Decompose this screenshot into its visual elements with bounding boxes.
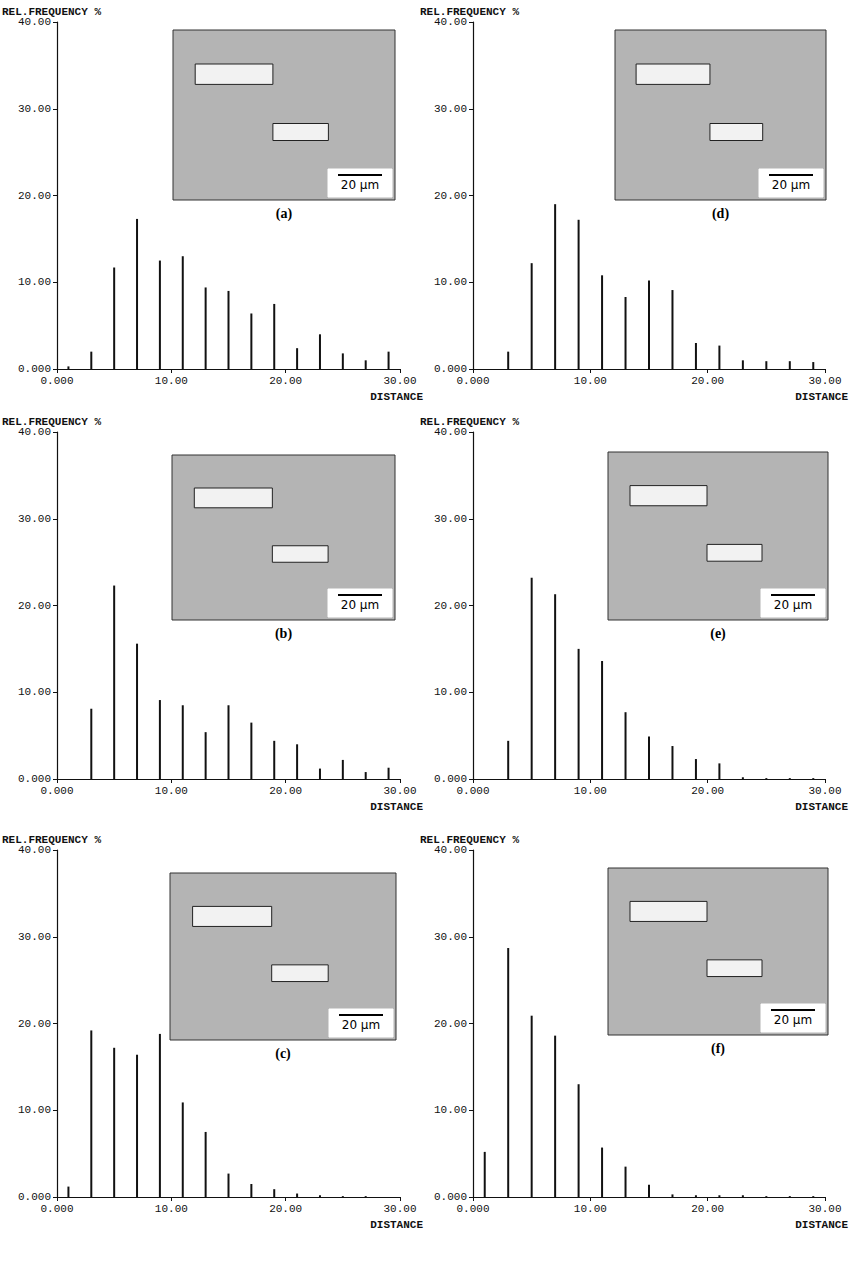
svg-text:40.00: 40.00 [434,16,467,28]
svg-text:30.00: 30.00 [18,513,51,525]
svg-text:DISTANCE: DISTANCE [370,801,423,813]
svg-text:30.00: 30.00 [434,513,467,525]
svg-text:DISTANCE: DISTANCE [795,391,848,403]
svg-text:30.00: 30.00 [434,931,467,943]
svg-text:0.000: 0.000 [456,1203,489,1215]
svg-text:30.00: 30.00 [808,1203,841,1215]
svg-text:30.00: 30.00 [808,785,841,797]
svg-text:(a): (a) [276,206,293,222]
svg-text:10.00: 10.00 [434,276,467,288]
svg-text:20.00: 20.00 [269,375,302,387]
svg-text:0.000: 0.000 [434,773,467,785]
svg-text:DISTANCE: DISTANCE [795,801,848,813]
svg-text:10.00: 10.00 [18,276,51,288]
svg-text:20.00: 20.00 [434,190,467,202]
svg-text:10.00: 10.00 [434,686,467,698]
svg-text:30.00: 30.00 [383,785,416,797]
svg-text:20.00: 20.00 [18,1018,51,1030]
svg-text:(d): (d) [712,206,729,222]
svg-text:10.00: 10.00 [155,375,188,387]
svg-text:10.00: 10.00 [155,785,188,797]
svg-text:REL.FREQUENCY %: REL.FREQUENCY % [2,416,101,428]
svg-text:10.00: 10.00 [18,686,51,698]
svg-text:DISTANCE: DISTANCE [370,391,423,403]
svg-text:10.00: 10.00 [574,785,607,797]
svg-text:0.000: 0.000 [40,785,73,797]
svg-text:20.00: 20.00 [691,375,724,387]
svg-text:0.000: 0.000 [18,1191,51,1203]
svg-text:40.00: 40.00 [18,844,51,856]
svg-text:30.00: 30.00 [383,375,416,387]
svg-text:(f): (f) [711,1041,725,1057]
svg-text:DISTANCE: DISTANCE [370,1219,423,1231]
svg-text:(e): (e) [710,626,726,642]
svg-text:20.00: 20.00 [691,1203,724,1215]
svg-text:REL.FREQUENCY %: REL.FREQUENCY % [420,415,519,428]
svg-text:0.000: 0.000 [456,375,489,387]
svg-text:REL.FREQUENCY %: REL.FREQUENCY % [420,5,519,18]
svg-text:30.00: 30.00 [18,103,51,115]
svg-text:30.00: 30.00 [808,375,841,387]
svg-text:DISTANCE: DISTANCE [795,1219,848,1231]
svg-text:0.000: 0.000 [456,785,489,797]
svg-text:10.00: 10.00 [574,1203,607,1215]
svg-text:10.00: 10.00 [18,1104,51,1116]
svg-text:20.00: 20.00 [434,1018,467,1030]
svg-text:10.00: 10.00 [155,1203,188,1215]
svg-text:20.00: 20.00 [18,600,51,612]
svg-text:0.000: 0.000 [434,1191,467,1203]
svg-text:20.00: 20.00 [269,1203,302,1215]
svg-text:40.00: 40.00 [18,426,51,438]
svg-text:20 μm: 20 μm [341,598,379,612]
svg-text:0.000: 0.000 [40,1203,73,1215]
svg-text:10.00: 10.00 [434,1104,467,1116]
svg-text:0.000: 0.000 [18,773,51,785]
svg-text:40.00: 40.00 [434,426,467,438]
svg-text:20.00: 20.00 [269,785,302,797]
svg-text:20.00: 20.00 [691,785,724,797]
svg-text:REL.FREQUENCY %: REL.FREQUENCY % [420,833,519,846]
svg-text:40.00: 40.00 [434,844,467,856]
svg-text:REL.FREQUENCY %: REL.FREQUENCY % [2,834,101,846]
svg-text:20.00: 20.00 [18,190,51,202]
svg-text:20 μm: 20 μm [772,178,810,192]
svg-text:20 μm: 20 μm [341,178,379,192]
svg-text:0.000: 0.000 [434,363,467,375]
svg-text:0.000: 0.000 [18,363,51,375]
svg-text:30.00: 30.00 [18,931,51,943]
svg-text:20.00: 20.00 [434,600,467,612]
svg-text:20 μm: 20 μm [774,598,812,612]
svg-text:(b): (b) [275,626,292,642]
svg-text:30.00: 30.00 [434,103,467,115]
svg-text:40.00: 40.00 [18,16,51,28]
svg-text:0.000: 0.000 [40,375,73,387]
svg-text:(c): (c) [275,1046,291,1062]
svg-text:REL.FREQUENCY %: REL.FREQUENCY % [2,6,101,18]
svg-text:20 μm: 20 μm [774,1013,812,1027]
svg-text:10.00: 10.00 [574,375,607,387]
svg-text:30.00: 30.00 [383,1203,416,1215]
svg-text:20 μm: 20 μm [342,1018,380,1032]
